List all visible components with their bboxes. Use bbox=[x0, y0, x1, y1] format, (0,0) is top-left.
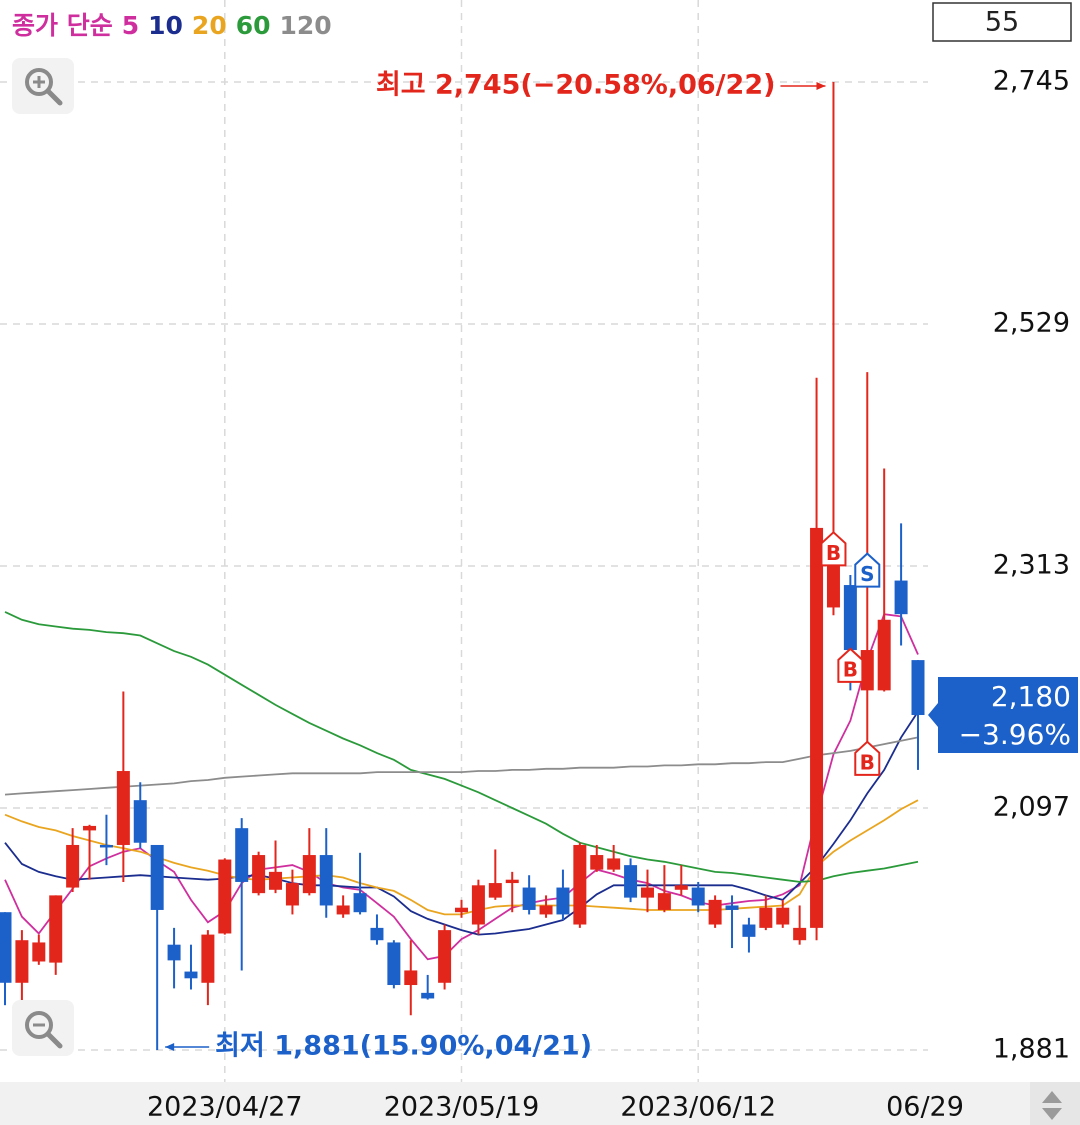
candle-body bbox=[691, 887, 705, 906]
candle-body bbox=[269, 871, 283, 890]
candle-body bbox=[404, 970, 418, 986]
legend-entry: 60 bbox=[236, 11, 271, 40]
candle-body bbox=[201, 934, 215, 983]
x-tick-label: 2023/06/12 bbox=[620, 1092, 776, 1123]
candle-body bbox=[793, 927, 807, 941]
candle-body bbox=[336, 905, 350, 915]
x-tick-label: 2023/05/19 bbox=[384, 1092, 540, 1123]
candle-body bbox=[285, 883, 299, 906]
candle-body bbox=[32, 942, 46, 962]
legend-title: 종가 단순 bbox=[12, 11, 113, 40]
candle-body bbox=[83, 825, 97, 831]
candle-body bbox=[184, 971, 198, 979]
candle-body bbox=[522, 887, 536, 910]
x-tick-label: 06/29 bbox=[886, 1092, 964, 1123]
candle-body bbox=[319, 855, 333, 906]
candle-body bbox=[573, 844, 587, 925]
candle-body bbox=[438, 930, 452, 983]
candle-body bbox=[776, 907, 790, 925]
candle-body bbox=[66, 844, 80, 888]
legend-entry: 20 bbox=[192, 11, 227, 40]
candle-body bbox=[49, 895, 63, 963]
candle-body bbox=[99, 844, 113, 848]
candle-body bbox=[607, 858, 621, 870]
signal-badge bbox=[854, 552, 881, 588]
candle-body bbox=[708, 899, 722, 925]
candle-body bbox=[590, 855, 604, 870]
signal-badge bbox=[854, 740, 881, 776]
candle-body bbox=[235, 828, 249, 882]
legend-entry: 10 bbox=[148, 11, 183, 40]
scroll-arrows[interactable] bbox=[1042, 1091, 1062, 1120]
candle-body bbox=[640, 887, 654, 898]
price-tag-change: −3.96% bbox=[959, 718, 1071, 751]
candle-body bbox=[657, 893, 671, 910]
scroll-control[interactable] bbox=[1030, 1082, 1080, 1125]
candle-body bbox=[877, 619, 891, 691]
price-tag bbox=[928, 677, 1078, 754]
candle-body bbox=[133, 800, 147, 843]
count-box[interactable] bbox=[932, 2, 1072, 42]
moving-average-line bbox=[4, 736, 919, 796]
arrow-head bbox=[816, 82, 826, 90]
price-tag-label: 2,180 bbox=[991, 680, 1071, 713]
candle-body bbox=[624, 865, 638, 898]
candle-body bbox=[150, 844, 164, 910]
candle-body bbox=[505, 879, 519, 884]
candle-body bbox=[471, 885, 485, 925]
candle-body bbox=[15, 940, 29, 983]
candle-body bbox=[302, 855, 316, 894]
candle-body bbox=[370, 927, 384, 941]
signal-badge bbox=[837, 647, 864, 683]
legend-entry: 5 bbox=[122, 11, 139, 40]
x-tick-label: 2023/04/27 bbox=[147, 1092, 303, 1123]
signal-label: S bbox=[860, 562, 874, 586]
candle-body bbox=[759, 907, 773, 928]
y-tick-label: 2,313 bbox=[993, 550, 1070, 581]
candle-body bbox=[539, 905, 553, 915]
y-tick-label: 2,745 bbox=[993, 66, 1070, 97]
candle-body bbox=[353, 893, 367, 913]
candle-body bbox=[911, 660, 925, 716]
candle-body bbox=[116, 771, 130, 845]
candle-body bbox=[455, 907, 468, 913]
arrow-head bbox=[165, 1043, 175, 1051]
signal-badge bbox=[820, 530, 847, 567]
candle-body bbox=[218, 859, 232, 934]
candle-body bbox=[674, 885, 688, 890]
candle-body bbox=[860, 650, 874, 691]
candle-body bbox=[252, 855, 266, 894]
candle-body bbox=[894, 580, 908, 615]
candle-body bbox=[421, 992, 435, 999]
candle-body bbox=[725, 905, 739, 910]
y-tick-label: 2,529 bbox=[993, 308, 1070, 339]
annotation: 최저 1,881(15.90%,04/21) bbox=[215, 1031, 592, 1062]
y-tick-label: 2,097 bbox=[993, 792, 1070, 823]
signal-label: B bbox=[826, 541, 841, 565]
signal-label: B bbox=[860, 750, 875, 774]
candle-body bbox=[0, 912, 12, 983]
candle-body bbox=[488, 883, 502, 898]
annotation: 최고 2,745(−20.58%,06/22) bbox=[376, 70, 776, 101]
candle-body bbox=[843, 585, 857, 651]
y-tick-label: 1,881 bbox=[993, 1034, 1070, 1065]
visible-count: 55 bbox=[985, 7, 1019, 38]
x-axis-strip bbox=[0, 1082, 1030, 1125]
candle-body bbox=[742, 924, 756, 937]
candle-body bbox=[387, 942, 401, 986]
candle-body bbox=[167, 944, 181, 961]
candle-body bbox=[810, 527, 824, 928]
legend-entry: 120 bbox=[280, 11, 332, 40]
zoom-in-button[interactable] bbox=[12, 58, 74, 114]
legend: 종가 단순 5 10 20 60 120 bbox=[12, 11, 332, 40]
signal-label: B bbox=[843, 657, 858, 681]
zoom-out-button[interactable] bbox=[12, 1000, 74, 1056]
candle-body bbox=[556, 887, 570, 915]
moving-average-line bbox=[4, 611, 919, 883]
